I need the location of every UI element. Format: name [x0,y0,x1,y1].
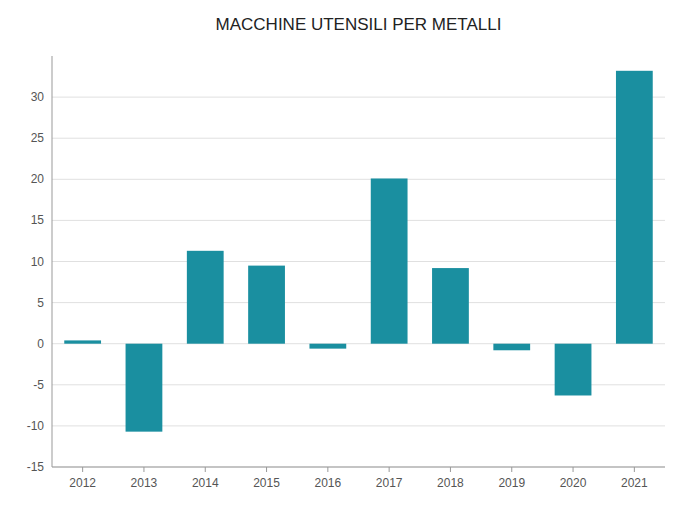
bar [493,344,530,351]
bar [432,268,469,344]
y-tick-label: 25 [31,131,45,145]
x-tick [573,467,574,472]
y-tick-label: 15 [31,213,45,227]
chart-container: MACCHINE UTENSILI PER METALLI -15 -10 -5 0 5 1… [0,0,687,511]
bar [555,344,592,396]
y-axis-line [52,56,53,467]
grid-line [52,220,665,221]
x-tick [82,467,83,472]
x-tick [143,467,144,472]
x-tick-label: 2021 [621,476,648,490]
y-tick-label: 5 [37,296,44,310]
bars [64,71,652,432]
x-tick-label: 2012 [69,476,96,490]
grid-line [52,302,665,303]
x-tick [450,467,451,472]
y-tick-label: 10 [31,255,45,269]
x-tick [327,467,328,472]
chart-svg: MACCHINE UTENSILI PER METALLI -15 -10 -5 0 5 1… [0,0,687,511]
x-tick-label: 2017 [376,476,403,490]
x-tick [511,467,512,472]
y-tick-label: -5 [33,378,44,392]
x-tick [634,467,635,472]
grid-line [52,97,665,98]
y-tick-label: -10 [27,419,45,433]
y-tick-label: 20 [31,172,45,186]
bar [371,178,408,343]
grid-line [52,179,665,180]
grid-line [52,261,665,262]
y-tick-label: -15 [27,460,45,474]
bar [248,266,285,344]
bar [126,344,163,432]
x-tick-label: 2013 [131,476,158,490]
x-tick-label: 2014 [192,476,219,490]
y-tick-label: 0 [37,337,44,351]
x-tick [266,467,267,472]
x-tick-label: 2020 [560,476,587,490]
x-tick-label: 2016 [314,476,341,490]
x-tick [205,467,206,472]
x-tick [389,467,390,472]
chart-title: MACCHINE UTENSILI PER METALLI [216,15,502,34]
x-tick-label: 2018 [437,476,464,490]
y-grid [52,97,665,467]
bar [616,71,653,344]
x-tick-label: 2015 [253,476,280,490]
bar [187,251,224,344]
grid-line [52,138,665,139]
bar [64,340,101,343]
bar [309,344,346,349]
x-tick-label: 2019 [498,476,525,490]
y-tick-label: 30 [31,90,45,104]
